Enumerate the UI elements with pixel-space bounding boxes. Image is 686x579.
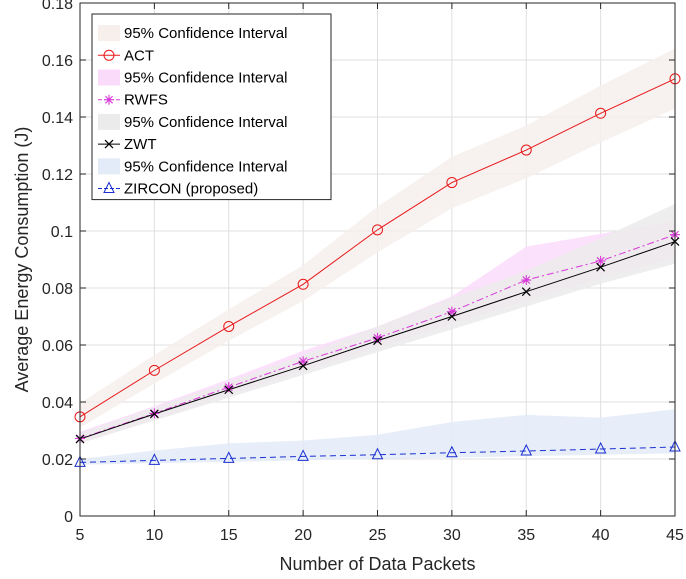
legend-confidence-swatch: [98, 69, 120, 86]
rwfs-marker: [446, 306, 457, 317]
y-tick-label: 0.16: [42, 53, 73, 70]
y-tick-label: 0.08: [42, 281, 73, 298]
act-marker: [595, 107, 607, 119]
rwfs-marker: [595, 255, 606, 266]
zwt-marker: [298, 361, 308, 371]
legend-label: 95% Confidence Interval: [124, 114, 287, 131]
legend-label: 95% Confidence Interval: [124, 70, 287, 87]
zwt-marker: [447, 312, 457, 321]
zwt-marker: [224, 385, 234, 395]
zwt-marker: [521, 287, 531, 297]
zircon-proposed-marker: [371, 447, 384, 460]
x-tick-label: 45: [666, 527, 684, 544]
x-tick-label: 40: [592, 527, 610, 544]
legend-label: ZWT: [124, 136, 156, 153]
legend-label: 95% Confidence Interval: [124, 25, 287, 42]
zircon-proposed-confidence-band: [80, 409, 675, 465]
x-tick-label: 15: [220, 527, 238, 544]
act-confidence-band: [80, 48, 675, 428]
y-tick-label: 0.06: [42, 338, 73, 355]
y-tick-label: 0: [64, 509, 73, 526]
act-marker: [148, 364, 160, 376]
x-tick-label: 20: [294, 527, 312, 544]
zircon-proposed-marker: [222, 451, 235, 463]
x-axis-ticks: 5 10 15 20 25 30 35 40 45: [76, 3, 684, 544]
y-tick-label: 0.04: [42, 395, 73, 412]
legend-label: RWFS: [124, 92, 168, 109]
zircon-proposed-marker: [594, 441, 607, 454]
legend-box: [91, 13, 332, 201]
x-tick-label: 30: [443, 527, 461, 544]
rwfs-marker: [298, 356, 309, 367]
legend-label: ACT: [124, 47, 154, 64]
legend-confidence-swatch: [98, 25, 120, 42]
zwt-marker: [596, 262, 606, 272]
legend-confidence-swatch: [98, 158, 120, 175]
y-tick-label: 0.02: [42, 452, 73, 469]
legend-label: 95% Confidence Interval: [124, 158, 287, 175]
zwt-marker: [149, 409, 159, 419]
rwfs-marker: [521, 275, 532, 286]
zircon-proposed-line: [79, 446, 676, 463]
legend-confidence-swatch: [98, 113, 120, 130]
legend-marker: [103, 181, 115, 193]
x-tick-label: 25: [369, 527, 387, 544]
x-tick-label: 5: [76, 527, 85, 544]
legend-marker: [104, 139, 114, 149]
rwfs-marker: [223, 382, 234, 393]
legend-label: ZIRCON (proposed): [124, 181, 258, 198]
act-marker: [297, 278, 309, 290]
legend-marker: [103, 49, 115, 61]
act-marker: [372, 224, 383, 236]
y-axis-ticks: 0 0.02 0.04 0.06 0.08 0.1 0.12 0.14 0.16 0.18: [42, 0, 675, 526]
act-marker: [446, 177, 458, 189]
zircon-proposed-marker: [148, 453, 161, 465]
act-line: [79, 78, 676, 418]
y-tick-label: 0.12: [42, 167, 73, 184]
zircon-proposed-marker: [520, 443, 533, 456]
x-tick-label: 10: [145, 527, 163, 544]
x-axis-label: Number of Data Packets: [279, 554, 475, 574]
y-tick-label: 0.14: [42, 110, 73, 127]
zircon-proposed-marker: [446, 445, 458, 458]
zwt-marker: [373, 336, 382, 346]
act-marker: [520, 144, 532, 156]
y-tick-label: 0.1: [51, 224, 73, 241]
y-axis-label: Average Energy Consumption (J): [12, 127, 32, 393]
x-tick-label: 35: [517, 527, 535, 544]
zircon-proposed-marker: [297, 449, 309, 461]
legend: 95% Confidence Interval ACT 95% Confidence…: [91, 13, 332, 201]
y-tick-label: 0.18: [42, 0, 73, 13]
legend-marker: [104, 94, 114, 105]
rwfs-marker: [372, 332, 383, 343]
act-marker: [223, 320, 235, 332]
